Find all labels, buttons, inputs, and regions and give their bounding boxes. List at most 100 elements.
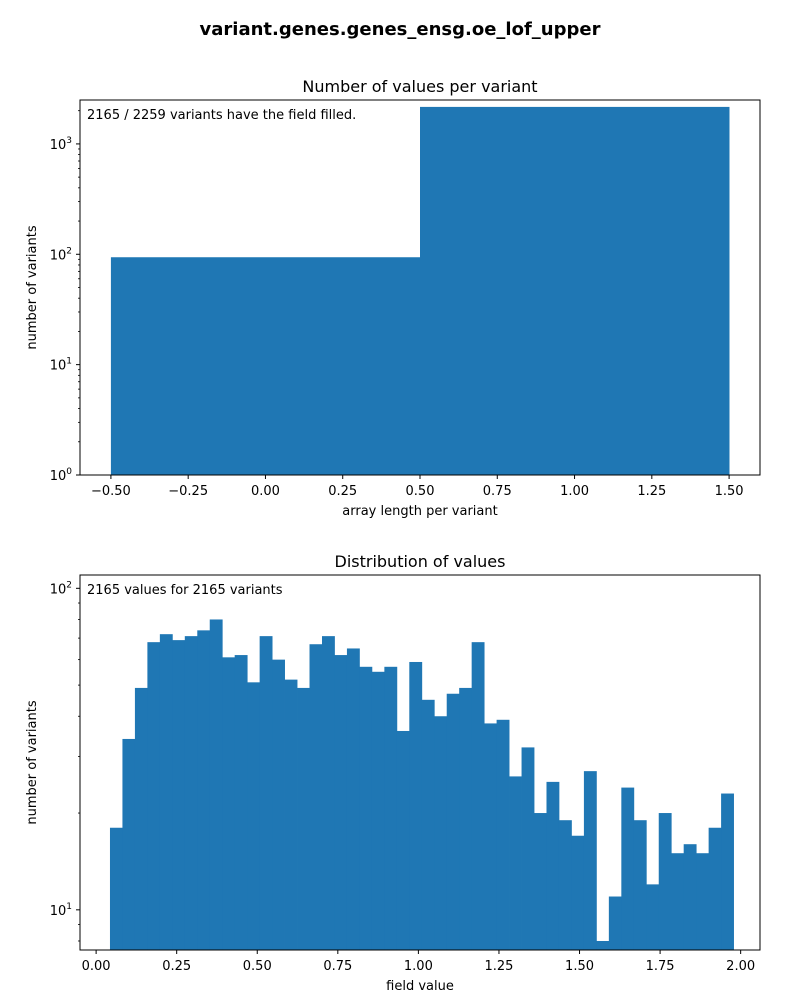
histogram-bar-20 [359,666,373,950]
histogram-bar-30 [484,723,497,950]
histogram-bar-40 [608,896,622,950]
histogram-bar-11 [247,682,261,950]
histogram-bar-10 [234,655,248,950]
y-tick-label: 101 [50,902,72,919]
y-tick-label: 103 [50,136,72,153]
histogram-bar-0 [110,257,421,475]
y-axis-label: number of variants [25,700,40,824]
histogram-bar-6 [184,636,198,950]
histogram-bar-19 [346,648,360,950]
x-tick-label: 1.00 [560,484,589,499]
histogram-bar-27 [446,693,460,950]
histogram-bar-2 [134,687,148,950]
histogram-bar-33 [521,747,535,950]
histogram-bar-38 [583,771,597,950]
histogram-bar-41 [621,787,635,950]
histogram-bar-9 [222,657,236,950]
histogram-bar-24 [409,661,423,950]
x-tick-label: 2.00 [726,959,755,974]
histogram-bar-23 [396,730,410,950]
y-tick-mantissa: 10 [50,138,67,153]
histogram-bar-42 [633,820,647,950]
histogram-bar-21 [371,671,385,950]
histogram-bar-31 [496,719,510,950]
x-axis-label: field value [386,979,454,994]
histogram-bar-44 [658,813,672,950]
histogram-bar-29 [471,642,485,950]
subplot-values-per-variant: −0.50 −0.25 0.00 0.25 0.50 0.75 1.00 1.25 1.5010… [25,77,761,519]
histogram-bar-7 [197,630,211,950]
histogram-bar-35 [546,781,560,950]
x-tick-label: 0.50 [406,484,435,499]
y-tick-exponent: 1 [66,902,72,912]
x-tick-label: 1.25 [484,959,513,974]
axes-annotation: 2165 values for 2165 variants [87,583,283,598]
axes-title: Distribution of values [335,552,506,571]
histogram-bar-25 [421,699,435,950]
x-tick-label: 1.50 [565,959,594,974]
y-tick-mantissa: 10 [50,359,67,374]
histogram-bar-45 [671,853,685,950]
histogram-bar-36 [558,820,572,950]
y-tick-mantissa: 10 [50,469,67,484]
histogram-bar-17 [322,636,335,950]
histogram-bar-15 [297,687,310,950]
y-tick-label: 101 [50,357,72,374]
histogram-bar-0 [109,827,123,950]
histogram-bar-5 [172,640,186,950]
histogram-bar-18 [334,655,348,950]
x-tick-label: 0.75 [483,484,512,499]
histogram-bar-37 [571,835,585,950]
figure-suptitle: variant.genes.genes_ensg.oe_lof_upper [200,19,601,40]
histogram-bar-12 [259,636,273,950]
histogram-bar-3 [147,642,161,950]
y-axis-label: number of variants [25,225,40,349]
histogram-bar-1 [122,738,136,950]
y-tick-label: 102 [50,580,72,597]
x-tick-label: 0.00 [251,484,280,499]
x-tick-label: 0.00 [82,959,111,974]
histogram-bar-39 [596,940,610,950]
axes-frame [79,574,761,951]
histogram-bar-28 [459,687,473,950]
y-tick-label: 100 [50,467,73,484]
x-tick-label: 1.50 [715,484,744,499]
y-tick-exponent: 3 [66,136,72,146]
y-tick-exponent: 1 [66,357,72,367]
y-tick-mantissa: 10 [50,248,67,263]
histogram-bar-22 [384,666,398,950]
y-tick-mantissa: 10 [50,904,67,919]
axes-annotation: 2165 / 2259 variants have the field fill… [87,108,356,123]
histogram-bar-8 [209,619,223,950]
y-tick-exponent: 2 [66,246,72,256]
subplot-value-distribution: 0.00 0.25 0.50 0.75 1.00 1.25 1.50 1.75 2.001011… [25,552,761,994]
y-tick-exponent: 0 [66,467,72,477]
x-tick-label: 1.75 [646,959,675,974]
x-tick-label: −0.50 [91,484,131,499]
x-tick-label: 1.00 [404,959,433,974]
histogram-bar-13 [272,659,285,950]
y-tick-label: 102 [50,246,72,263]
x-tick-label: 1.25 [637,484,666,499]
x-tick-label: 0.75 [323,959,352,974]
histogram-bar-1 [420,106,730,476]
x-tick-label: 0.25 [328,484,357,499]
histogram-bar-26 [434,716,448,950]
x-tick-label: 0.50 [243,959,272,974]
x-axis-label: array length per variant [342,504,497,519]
y-tick-exponent: 2 [66,580,72,590]
histogram-bar-32 [509,776,522,950]
histogram-bar-46 [683,844,697,950]
x-tick-label: 0.25 [162,959,191,974]
x-tick-label: −0.25 [168,484,208,499]
histogram-bar-47 [696,853,710,950]
y-tick-mantissa: 10 [50,582,67,597]
histogram-bar-48 [708,827,722,950]
histogram-bar-16 [309,644,323,950]
histogram-bar-43 [646,884,660,950]
histogram-bar-14 [284,679,298,950]
histogram-bar-4 [159,634,173,950]
axes-title: Number of values per variant [302,77,537,96]
histogram-bar-34 [534,813,547,950]
